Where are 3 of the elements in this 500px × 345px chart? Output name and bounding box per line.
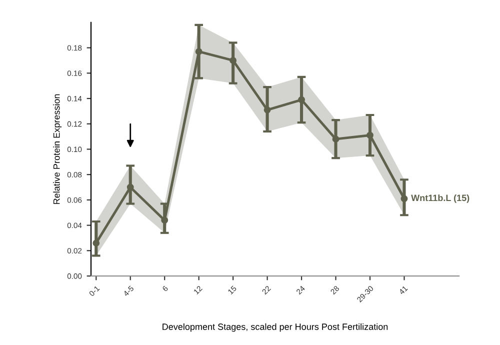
y-axis-title: Relative Protein Expression xyxy=(53,94,62,204)
series-label: Wnt11b.L (15) xyxy=(411,194,470,203)
x-axis-title: Development Stages, scaled per Hours Post Fertilization xyxy=(162,323,388,332)
